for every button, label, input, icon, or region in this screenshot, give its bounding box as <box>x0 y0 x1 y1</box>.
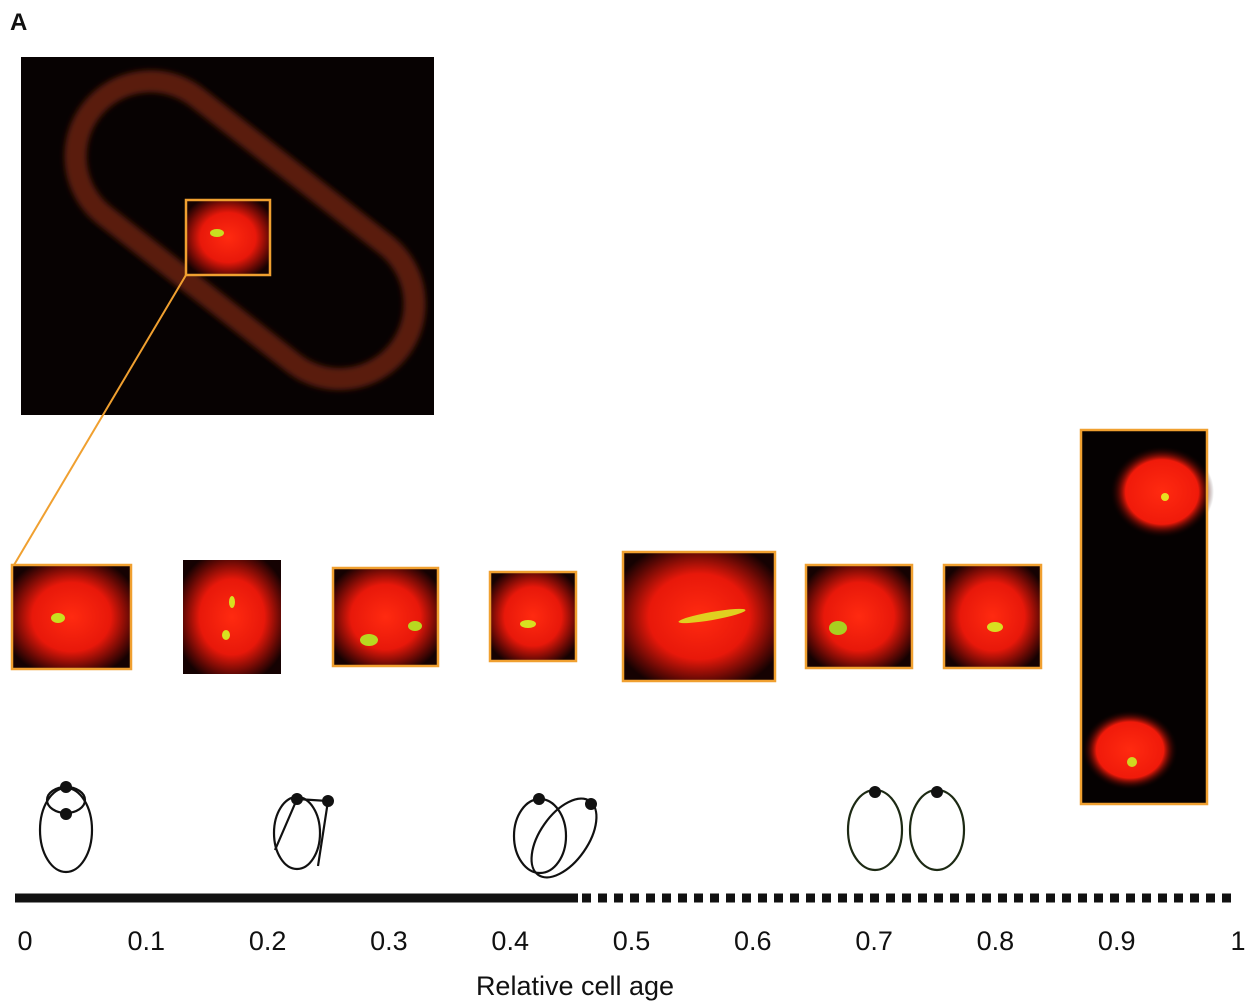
tick-label: 0.7 <box>855 926 893 956</box>
tick-label: 0.8 <box>977 926 1015 956</box>
tick-label: 0.6 <box>734 926 772 956</box>
cell-image <box>14 51 445 565</box>
inset-images <box>12 430 1214 804</box>
axis-label: Relative cell age <box>476 971 674 1001</box>
tick-label: 0.1 <box>128 926 166 956</box>
panel-label: A <box>10 9 27 36</box>
tick-label: 0 <box>17 926 32 956</box>
tick-label: 0.4 <box>491 926 529 956</box>
tick-label: 0.3 <box>370 926 408 956</box>
tick-label: 0.5 <box>613 926 651 956</box>
axis-ticks: 0 0.1 0.2 0.3 0.4 0.5 0.6 0.7 0.8 0.9 1 <box>17 926 1245 956</box>
tick-label: 1 <box>1230 926 1245 956</box>
cartoons <box>40 781 964 889</box>
tick-label: 0.2 <box>249 926 287 956</box>
tick-label: 0.9 <box>1098 926 1136 956</box>
figure: A 00.10.20.30.40.50.60.70.80 <box>0 0 1254 1006</box>
